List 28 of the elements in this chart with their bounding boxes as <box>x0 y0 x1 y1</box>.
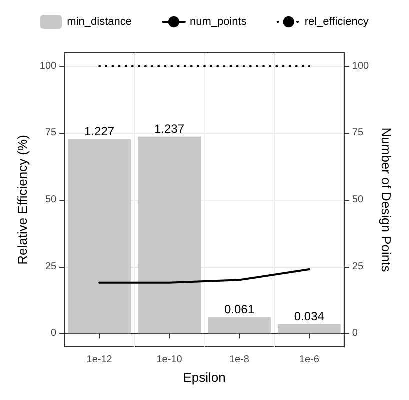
annotation: 0.034 <box>294 310 325 324</box>
bar <box>208 317 271 334</box>
annotation: 0.061 <box>224 302 255 316</box>
y2-axis-title: Number of Design Points <box>379 128 394 273</box>
y-axis-title: Relative Efficiency (%) <box>15 135 30 265</box>
y-tick-label: 100 <box>40 60 58 72</box>
y-tick-label: 50 <box>45 194 58 206</box>
annotation: 1.237 <box>154 122 185 136</box>
y2-tick-label: 0 <box>352 328 358 340</box>
x-tick-label: 1e-8 <box>229 354 250 366</box>
y2-tick-label: 25 <box>352 261 364 272</box>
annotation: 1.227 <box>84 124 115 138</box>
y2-tick-label: 75 <box>352 128 364 139</box>
y2-tick-label: 100 <box>352 60 370 72</box>
bar <box>68 139 132 334</box>
legend-label: rel_efficiency <box>304 16 370 28</box>
y2-tick-label: 50 <box>352 194 364 206</box>
x-tick-label: 1e-12 <box>86 354 113 366</box>
y-tick-label: 75 <box>45 128 58 139</box>
bar <box>278 324 341 334</box>
x-axis-title: Epsilon <box>183 370 226 385</box>
x-tick-label: 1e-6 <box>299 354 320 366</box>
y-tick-label: 0 <box>51 328 58 340</box>
bar <box>138 136 201 334</box>
y-tick-label: 25 <box>45 261 58 272</box>
legend-label: num_points <box>190 16 248 28</box>
x-tick-label: 1e-10 <box>156 354 183 366</box>
legend-label: min_distance <box>67 16 132 28</box>
